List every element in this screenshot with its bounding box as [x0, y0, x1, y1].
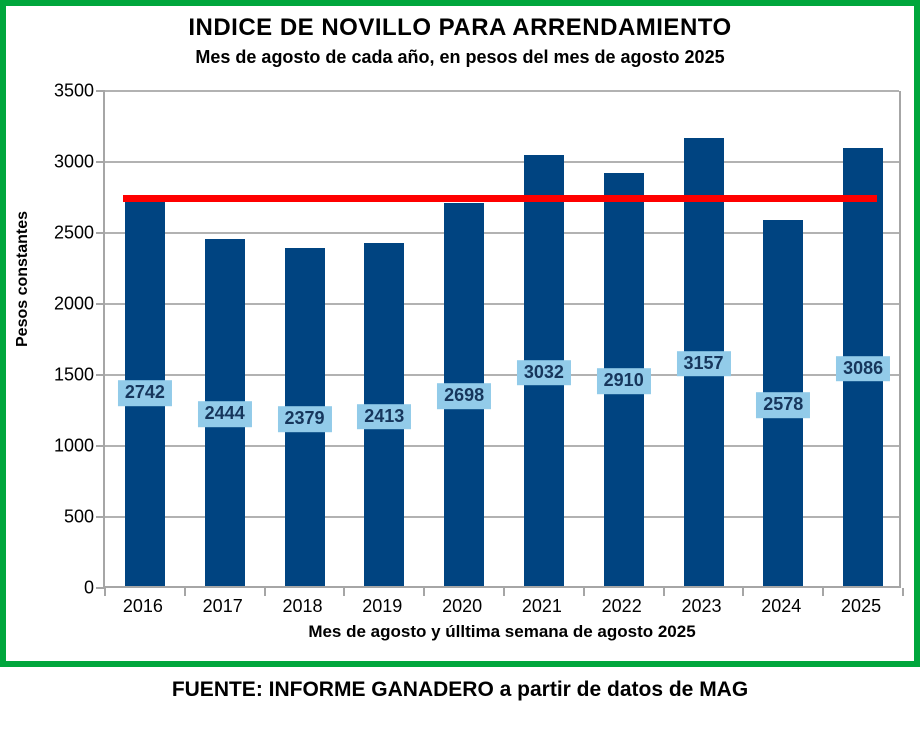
gridline-2500: [105, 232, 899, 234]
y-tick-label-1500: 1500: [53, 364, 94, 385]
y-axis-tick-labels: 0 500 1000 1500 2000 2500 3000 3500: [6, 81, 94, 598]
x-tick-label-2020: 2020: [442, 596, 483, 616]
x-tick-label-2025: 2025: [841, 596, 882, 616]
x-tick-mark-5: [503, 588, 505, 596]
y-tick-mark-2500: [96, 232, 105, 234]
y-tick-label-2000: 2000: [53, 293, 94, 314]
source-caption: FUENTE: INFORME GANADERO a partir de dat…: [171, 678, 749, 701]
x-tick-mark-6: [582, 588, 585, 596]
y-tick-label-1000: 1000: [53, 435, 94, 456]
x-tick-label-2016: 2016: [122, 596, 163, 616]
gridline-500: [105, 516, 899, 518]
chart-subtitle: Mes de agosto de cada año, en pesos del …: [195, 47, 725, 67]
bar-value-label-2025: 3086: [836, 356, 891, 382]
bar-value-label-2016: 2742: [117, 380, 172, 407]
chart-title: INDICE DE NOVILLO PARA ARRENDAMIENTO: [188, 14, 732, 41]
bar-value-label-2019: 2413: [357, 403, 412, 430]
gridline-3000: [105, 161, 899, 163]
y-tick-label-2500: 2500: [53, 222, 94, 243]
x-tick-mark-7: [662, 588, 665, 596]
y-tick-mark-3500: [96, 90, 105, 93]
y-tick-mark-0: [96, 587, 105, 589]
gridline-1500: [105, 374, 899, 376]
y-tick-label-3500: 3500: [53, 80, 94, 101]
plot-area: 2742 2444 2379 2413 2698 3032 2910 3157 2578 3086: [96, 90, 904, 596]
bar-value-label-2020: 2698: [437, 383, 492, 410]
bar-value-label-2017: 2444: [197, 401, 252, 428]
x-tick-label-2022: 2022: [601, 596, 642, 616]
x-tick-mark-3: [343, 588, 346, 596]
x-tick-label-2023: 2023: [681, 596, 722, 616]
bar-value-label-2018: 2379: [277, 406, 332, 432]
x-tick-label-2019: 2019: [362, 596, 403, 616]
x-tick-mark-1: [183, 588, 186, 596]
x-tick-mark-8: [742, 588, 745, 596]
bar-value-label-2023: 3157: [676, 351, 731, 377]
y-tick-label-3000: 3000: [53, 151, 94, 172]
y-tick-mark-500: [96, 516, 105, 518]
x-tick-label-2021: 2021: [521, 596, 562, 616]
x-tick-label-2017: 2017: [202, 596, 243, 616]
bar-value-label-2022: 2910: [596, 368, 651, 395]
y-tick-label-0: 0: [83, 577, 94, 598]
x-tick-mark-4: [423, 588, 426, 596]
gridline-1000: [105, 445, 899, 447]
x-tick-label-2018: 2018: [282, 596, 323, 616]
y-tick-label-500: 500: [63, 506, 94, 527]
y-tick-mark-2000: [96, 303, 105, 305]
bar-value-label-2021: 3032: [516, 359, 571, 386]
y-tick-mark-1000: [96, 445, 105, 447]
chart-frame: INDICE DE NOVILLO PARA ARRENDAMIENTO Mes…: [0, 0, 920, 667]
bar-value-label-2024: 2578: [756, 392, 811, 418]
reference-line: [122, 194, 878, 202]
x-tick-mark-9: [822, 588, 825, 596]
x-tick-mark-10: [902, 588, 904, 596]
x-tick-label-2024: 2024: [761, 596, 802, 616]
x-tick-mark-0: [104, 588, 106, 596]
x-tick-mark-2: [263, 588, 266, 596]
gridline-2000: [105, 303, 899, 305]
y-tick-mark-1500: [96, 374, 105, 376]
y-tick-mark-3000: [96, 161, 105, 163]
gridline-3500: [105, 90, 899, 93]
x-axis-title: Mes de agosto y úlltima semana de agosto…: [308, 622, 696, 641]
x-axis-tick-labels: 2016 2017 2018 2019 2020 2021 2022 2023 2024 2025: [103, 596, 901, 617]
